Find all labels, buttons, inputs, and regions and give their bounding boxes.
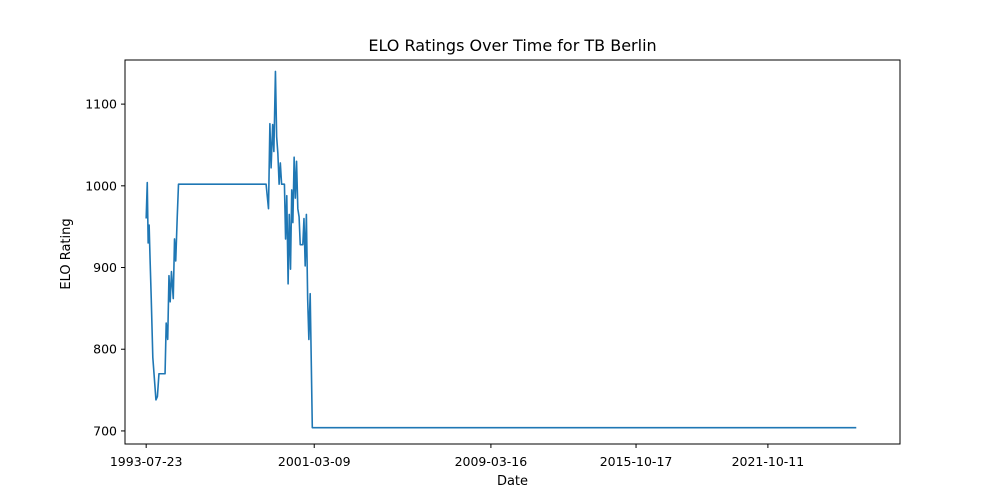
x-tick-label: 2001-03-09 [278,454,351,469]
y-tick-label: 900 [93,260,117,275]
x-axis-label: Date [497,474,528,489]
x-tick-label: 1993-07-23 [110,454,183,469]
x-axis: 1993-07-23 2001-03-09 2009-03-16 2015-10-17… [110,444,804,469]
y-tick-label: 700 [93,423,117,438]
y-tick-label: 1100 [85,97,117,112]
y-axis: 700 800 900 1000 1100 [85,97,125,438]
plot-area [145,70,857,429]
y-axis-label: ELO Rating [59,218,74,289]
y-tick-label: 800 [93,342,117,357]
x-tick-label: 2009-03-16 [455,454,528,469]
elo-series-line-0 [145,70,857,429]
y-tick-label: 1000 [85,178,117,193]
x-tick-label: 2015-10-17 [600,454,673,469]
x-tick-label: 2021-10-11 [732,454,805,469]
chart-title: ELO Ratings Over Time for TB Berlin [368,36,656,55]
plot-frame [124,59,901,445]
